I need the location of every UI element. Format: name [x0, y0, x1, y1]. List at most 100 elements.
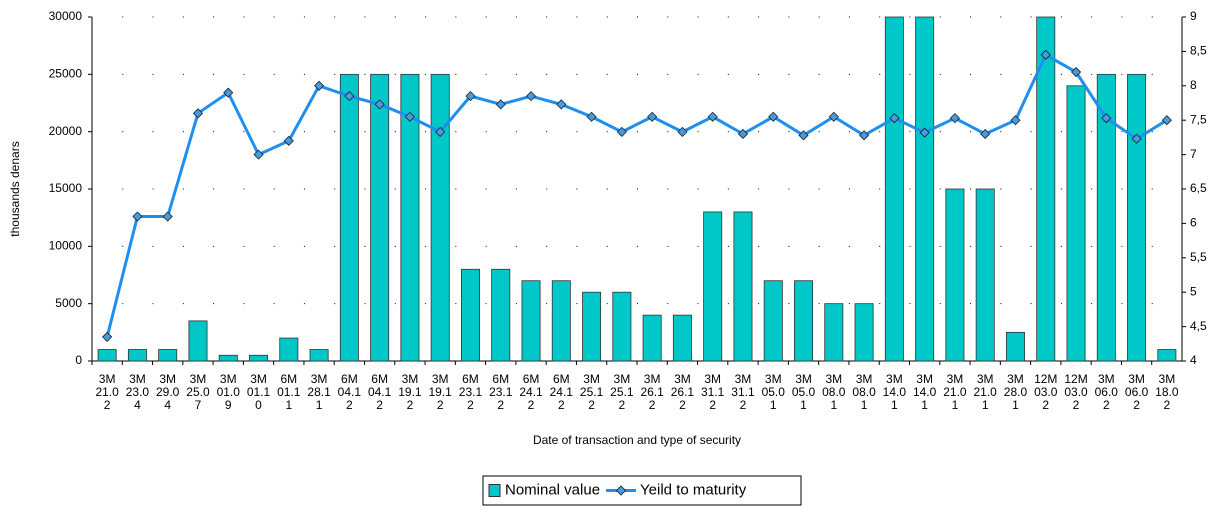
- bar: [309, 349, 329, 362]
- bar: [158, 349, 178, 362]
- bar: [642, 314, 662, 362]
- bar: [794, 280, 814, 362]
- y-tick-label: 0: [75, 353, 82, 367]
- bar: [1005, 331, 1025, 362]
- y-tick-label: 30000: [49, 9, 83, 23]
- marker: [677, 126, 688, 137]
- x-tick-label: 3M 31.1 2: [731, 372, 755, 412]
- marker: [586, 111, 597, 122]
- x-tick-label: 3M 28.1 1: [307, 372, 331, 412]
- legend-label: Nominal value: [505, 481, 600, 498]
- x-tick-label: 3M 21.0 1: [974, 372, 998, 412]
- x-tick-label: 3M 14.0 1: [883, 372, 907, 412]
- x-tick-label: 3M 21.0 1: [943, 372, 967, 412]
- bar: [1157, 349, 1177, 362]
- bar: [763, 280, 783, 362]
- x-tick-label: 3M 31.1 2: [701, 372, 725, 412]
- x-tick-label: 3M 25.1 2: [610, 372, 634, 412]
- marker: [859, 130, 870, 141]
- marker: [1131, 133, 1142, 144]
- bar: [127, 349, 147, 362]
- x-tick-label: 3M 23.0 4: [126, 372, 150, 412]
- marker: [1070, 66, 1082, 78]
- marker: [737, 128, 749, 140]
- bar: [97, 349, 117, 362]
- bar: [430, 73, 450, 362]
- bar: [1096, 73, 1116, 362]
- marker: [132, 211, 143, 222]
- x-tick-label: 3M 14.0 1: [913, 372, 937, 412]
- x-tick-label: 6M 24.1 2: [519, 372, 543, 412]
- x-tick-label: 3M 25.1 2: [580, 372, 604, 412]
- bar: [400, 73, 420, 362]
- bar: [1127, 73, 1147, 362]
- marker: [889, 113, 900, 124]
- x-tick-label: 3M 18.0 2: [1155, 372, 1179, 412]
- y-tick-label: 15000: [49, 181, 83, 195]
- x-tick-label: 3M 19.1 2: [398, 372, 422, 412]
- y2-tick-label: 5: [1190, 284, 1197, 298]
- y-tick-label: 20000: [49, 124, 83, 138]
- bar: [612, 291, 632, 362]
- y2-tick-label: 5,5: [1190, 250, 1207, 264]
- bar: [370, 73, 390, 362]
- line: [105, 52, 1168, 338]
- marker: [283, 135, 294, 146]
- marker: [556, 99, 567, 110]
- x-tick-label: 6M 01.1 1: [277, 372, 301, 412]
- marker: [192, 108, 204, 119]
- bar: [975, 188, 995, 362]
- x-tick-label: 12M 03.0 2: [1034, 372, 1058, 412]
- y-tick-label: 10000: [49, 239, 83, 253]
- marker: [253, 149, 264, 160]
- y2-tick-label: 7,5: [1190, 112, 1207, 126]
- y2-tick-label: 9: [1190, 9, 1197, 23]
- y2-tick-label: 4: [1190, 353, 1197, 367]
- legend-swatch: [488, 484, 501, 497]
- bar: [491, 268, 511, 362]
- x-tick-label: 3M 26.1 2: [671, 372, 695, 412]
- x-tick-label: 3M 08.0 1: [822, 372, 846, 412]
- bar: [249, 354, 269, 362]
- y2-tick-label: 8,5: [1190, 44, 1207, 58]
- marker: [344, 91, 355, 102]
- marker: [404, 111, 415, 122]
- marker: [162, 211, 173, 222]
- x-tick-label: 6M 04.1 2: [338, 372, 362, 412]
- legend: [482, 475, 802, 506]
- x-axis-label: Date of transaction and type of security: [533, 433, 741, 447]
- y2-tick-label: 7: [1190, 147, 1197, 161]
- y-tick-label: 5000: [55, 296, 82, 310]
- bar: [703, 211, 723, 362]
- marker: [768, 111, 779, 122]
- x-tick-label: 3M 01.1 0: [247, 372, 271, 412]
- marker: [435, 126, 446, 137]
- marker: [1010, 115, 1021, 126]
- marker: [102, 331, 113, 342]
- x-tick-label: 6M 23.1 2: [489, 372, 513, 412]
- marker: [707, 111, 718, 122]
- x-tick-label: 6M 04.1 2: [368, 372, 392, 412]
- bar: [188, 320, 208, 362]
- x-tick-label: 6M 23.1 2: [459, 372, 483, 412]
- bar: [945, 188, 965, 362]
- x-tick-label: 6M 24.1 2: [550, 372, 574, 412]
- x-tick-label: 3M 19.1 2: [429, 372, 453, 412]
- x-tick-label: 12M 03.0 2: [1064, 372, 1088, 412]
- bar: [854, 303, 874, 362]
- legend-marker: [615, 485, 627, 496]
- legend-label: Yeild to maturity: [640, 481, 747, 498]
- bar: [884, 16, 904, 362]
- x-tick-label: 3M 21.0 2: [95, 372, 119, 412]
- marker: [374, 99, 385, 110]
- bar: [733, 211, 753, 362]
- bar: [1036, 16, 1056, 362]
- bar: [460, 268, 480, 362]
- x-tick-label: 3M 25.0 7: [186, 372, 210, 412]
- marker: [616, 126, 627, 137]
- x-tick-label: 3M 06.0 2: [1095, 372, 1119, 412]
- marker: [495, 99, 506, 110]
- x-tick-label: 3M 26.1 2: [640, 372, 664, 412]
- bar: [915, 16, 935, 362]
- bar: [1066, 85, 1086, 362]
